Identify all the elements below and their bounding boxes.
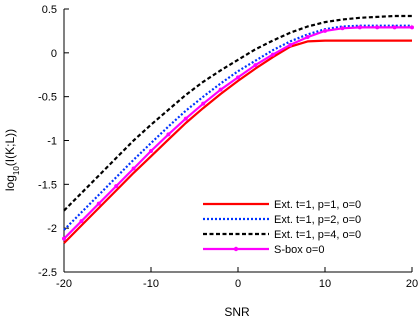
- legend-marker: [233, 246, 239, 252]
- x-tick-label: 10: [319, 278, 331, 290]
- series-4-point: [357, 25, 362, 30]
- series-4-point: [218, 87, 223, 92]
- legend: Ext. t=1, p=1, o=0 Ext. t=1, p=2, o=0 Ext.…: [203, 199, 361, 256]
- series-4-point: [79, 219, 84, 224]
- series-4-point: [288, 42, 293, 47]
- series-4-point: [236, 75, 240, 80]
- series-4-point: [253, 63, 258, 68]
- series-4-point: [201, 101, 206, 106]
- y-tick-label: 0: [51, 48, 57, 60]
- series-4-point: [270, 52, 275, 57]
- x-tick-label: -20: [56, 278, 72, 290]
- y-tick-label: -0.5: [38, 92, 57, 104]
- series-4-point: [131, 166, 136, 171]
- series-4-point: [183, 116, 188, 121]
- series-4-point: [96, 201, 101, 206]
- series-4-point: [392, 25, 397, 30]
- legend-label-3: Ext. t=1, p=4, o=0: [274, 229, 361, 241]
- y-axis-label: log10(I(K;L)): [3, 129, 21, 191]
- x-tick-label: 0: [235, 278, 241, 290]
- series-layer: [62, 14, 414, 244]
- legend-label-2: Ext. t=1, p=2, o=0: [274, 214, 361, 226]
- series-4-point: [375, 25, 380, 30]
- y-tick-label: -1: [47, 136, 57, 148]
- x-tick-label: 20: [406, 278, 418, 290]
- series-4-point: [340, 26, 345, 31]
- series-4-point: [323, 28, 327, 33]
- legend-label-4: S-box o=0: [274, 244, 324, 256]
- x-tick-label: -10: [143, 278, 159, 290]
- x-axis: -20 -10 0 10 20: [56, 267, 418, 290]
- series-4-point: [305, 35, 310, 40]
- y-tick-label: -2: [47, 223, 57, 235]
- series-4-point: [410, 25, 414, 30]
- y-axis: 0.5 0 -0.5 -1 -1.5 -2 -2.5: [38, 4, 69, 279]
- series-4-point: [149, 149, 153, 154]
- y-tick-label: -1.5: [38, 179, 57, 191]
- series-4-point: [166, 132, 171, 137]
- series-line-3: [63, 14, 412, 212]
- series-line-1: [63, 39, 412, 244]
- series-4-point: [62, 236, 66, 241]
- series-4-point: [114, 184, 119, 189]
- y-axis-label-base: log: [3, 175, 17, 191]
- x-axis-label: SNR: [224, 305, 250, 319]
- y-tick-label: -2.5: [38, 267, 57, 279]
- y-tick-label: 0.5: [42, 4, 57, 16]
- legend-label-1: Ext. t=1, p=1, o=0: [274, 199, 361, 211]
- y-axis-label-rest: (I(K;L)): [3, 129, 17, 166]
- y-axis-label-sub: 10: [12, 166, 21, 175]
